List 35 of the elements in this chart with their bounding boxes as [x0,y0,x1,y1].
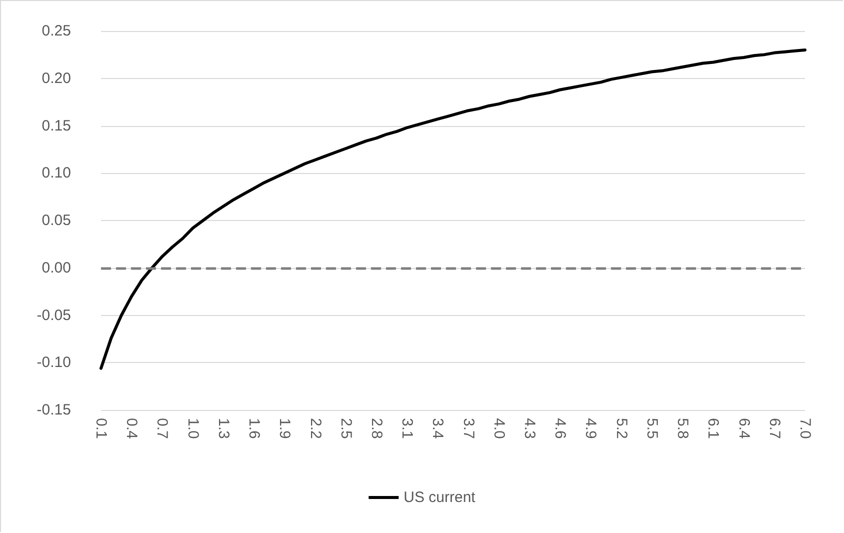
x-tick-label: 1.9 [276,418,294,439]
x-tick-label: 5.8 [674,418,692,439]
y-tick-label: 0.20 [42,70,71,87]
y-tick-label: 0.05 [42,212,71,229]
x-tick-label: 3.7 [460,418,477,439]
x-tick-label: 2.5 [337,418,354,439]
x-tick-label: 1.0 [184,418,202,439]
x-tick-label: 6.7 [766,418,783,439]
y-tick-label: -0.10 [36,354,71,372]
x-tick-label: 6.1 [704,418,722,439]
x-tick-label: 3.4 [429,418,446,439]
x-tick-label: 5.5 [643,418,660,439]
x-tick-label: 0.7 [154,418,171,439]
y-tick-label: -0.15 [36,402,71,418]
x-tick-label: 2.2 [306,418,324,439]
x-tick-label: 2.8 [368,418,385,439]
x-tick-label: 4.6 [552,418,569,439]
x-tick-label: 6.4 [735,418,752,439]
y-tick-label: 0.00 [42,259,71,276]
y-tick-label: 0.15 [42,117,71,134]
x-tick-label: 5.2 [612,418,630,439]
legend-label: US current [404,489,476,506]
x-tick-label: 1.6 [246,418,263,439]
x-tick-label: 1.3 [214,418,232,439]
y-tick-label: -0.05 [36,306,71,324]
x-tick-label: 4.9 [582,418,600,439]
y-tick-label: 0.10 [42,164,71,182]
x-tick-label: 4.3 [521,418,538,439]
x-tick-label: 3.1 [398,418,416,439]
line-series [100,48,806,370]
y-tick-label: 0.25 [42,22,71,40]
x-tick-label: 7.0 [796,418,814,439]
x-tick-label: 0.4 [123,418,140,439]
x-tick-label: 0.1 [92,418,110,439]
x-tick-label: 4.0 [490,418,508,439]
